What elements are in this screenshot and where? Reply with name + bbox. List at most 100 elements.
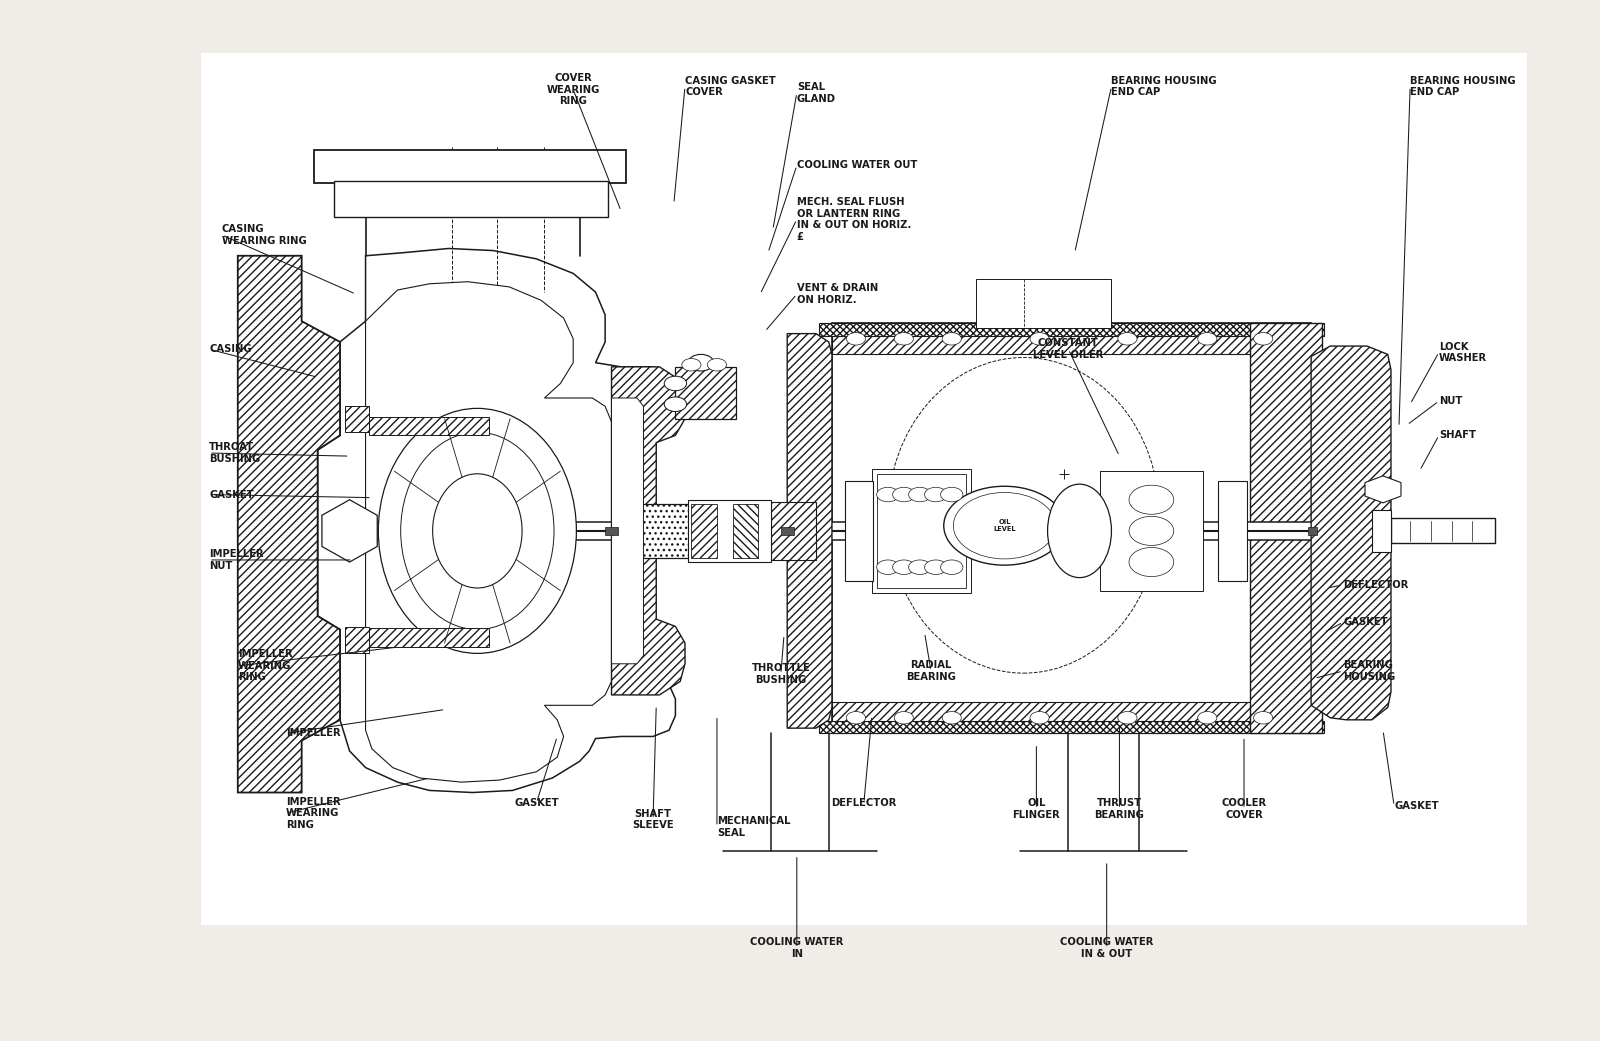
Circle shape [925,560,947,575]
Text: IMPELLER
WEARING
RING: IMPELLER WEARING RING [286,796,341,830]
Circle shape [1254,712,1272,723]
Bar [1251,324,1322,733]
Polygon shape [238,256,339,792]
Text: IMPELLER
WEARING
RING: IMPELLER WEARING RING [238,650,293,683]
Polygon shape [787,333,832,728]
Circle shape [664,397,686,411]
Bar [675,366,736,418]
Circle shape [942,712,962,723]
Bar [819,720,1323,733]
Bar [1307,527,1317,535]
Bar [315,150,626,183]
Text: VENT & DRAIN
ON HORIZ.: VENT & DRAIN ON HORIZ. [797,283,878,305]
Text: GASKET: GASKET [210,489,254,500]
Bar [1101,471,1203,591]
Bar [872,468,971,593]
Bar [344,628,368,654]
Circle shape [941,560,963,575]
Text: THROAT
BUSHING: THROAT BUSHING [210,442,261,464]
Circle shape [664,376,686,390]
Bar [733,504,758,558]
Circle shape [1030,332,1050,345]
Text: IMPELLER
NUT: IMPELLER NUT [210,550,264,570]
Circle shape [1130,548,1174,577]
Bar [819,324,1323,335]
Circle shape [944,486,1066,565]
Circle shape [893,487,915,502]
Polygon shape [318,249,675,792]
Bar [360,522,1443,540]
Text: DEFLECTOR: DEFLECTOR [1342,580,1408,590]
Text: IMPELLER: IMPELLER [286,729,341,738]
Circle shape [942,332,962,345]
Text: BEARING HOUSING
END CAP: BEARING HOUSING END CAP [1410,76,1515,97]
Bar [845,481,874,581]
Text: THRUST
BEARING: THRUST BEARING [1094,798,1144,820]
Circle shape [954,492,1056,559]
Text: MECHANICAL
SEAL: MECHANICAL SEAL [717,816,790,838]
Polygon shape [322,500,378,562]
Text: SEAL
GLAND: SEAL GLAND [797,82,835,103]
Bar [1219,481,1248,581]
Circle shape [909,487,931,502]
Circle shape [846,712,866,723]
Text: COVER
WEARING
RING: COVER WEARING RING [547,73,600,106]
Circle shape [877,560,899,575]
Polygon shape [1310,346,1390,719]
Bar [781,527,794,535]
Circle shape [682,358,701,371]
Text: GASKET: GASKET [514,797,558,808]
Text: RADIAL
BEARING: RADIAL BEARING [906,660,955,682]
Bar [334,181,608,218]
Circle shape [925,487,947,502]
Bar [771,502,816,560]
Text: CASING
WEARING RING: CASING WEARING RING [222,224,307,246]
Circle shape [877,487,899,502]
Text: BEARING
HOUSING: BEARING HOUSING [1342,660,1395,682]
Circle shape [893,560,915,575]
Circle shape [1118,712,1138,723]
Text: NUT: NUT [1438,397,1462,406]
Bar [832,324,1310,733]
Text: GASKET: GASKET [1342,617,1387,628]
Bar [832,703,1310,733]
Polygon shape [1365,476,1402,503]
Circle shape [909,560,931,575]
Bar [691,504,717,558]
Circle shape [1030,712,1050,723]
Bar [832,324,1310,354]
Bar [877,474,966,588]
Bar [202,53,1526,925]
Text: COOLER
COVER: COOLER COVER [1221,798,1267,820]
Circle shape [1130,485,1174,514]
Text: CONSTANT
LEVEL OILER: CONSTANT LEVEL OILER [1034,338,1104,360]
Bar [976,279,1112,328]
Circle shape [707,358,726,371]
Text: CASING: CASING [210,345,251,354]
Polygon shape [611,398,643,664]
Text: THROTTLE
BUSHING: THROTTLE BUSHING [752,663,810,685]
Circle shape [894,332,914,345]
Bar [368,416,488,435]
Ellipse shape [432,474,522,588]
Bar [1390,518,1494,543]
Circle shape [1198,332,1218,345]
Bar [344,406,368,432]
Text: COOLING WATER
IN: COOLING WATER IN [750,938,843,959]
Bar [624,504,776,558]
Text: COOLING WATER
IN & OUT: COOLING WATER IN & OUT [1059,938,1154,959]
Text: SHAFT: SHAFT [1438,430,1475,440]
Text: GASKET: GASKET [1394,801,1438,811]
Ellipse shape [378,408,576,654]
Bar [1371,510,1390,552]
Circle shape [941,487,963,502]
Circle shape [1198,712,1218,723]
Circle shape [846,332,866,345]
Ellipse shape [400,432,554,630]
Ellipse shape [1048,484,1112,578]
Circle shape [1130,516,1174,545]
Circle shape [688,354,714,371]
Bar [368,629,488,648]
Circle shape [1254,332,1272,345]
Bar [688,500,771,562]
